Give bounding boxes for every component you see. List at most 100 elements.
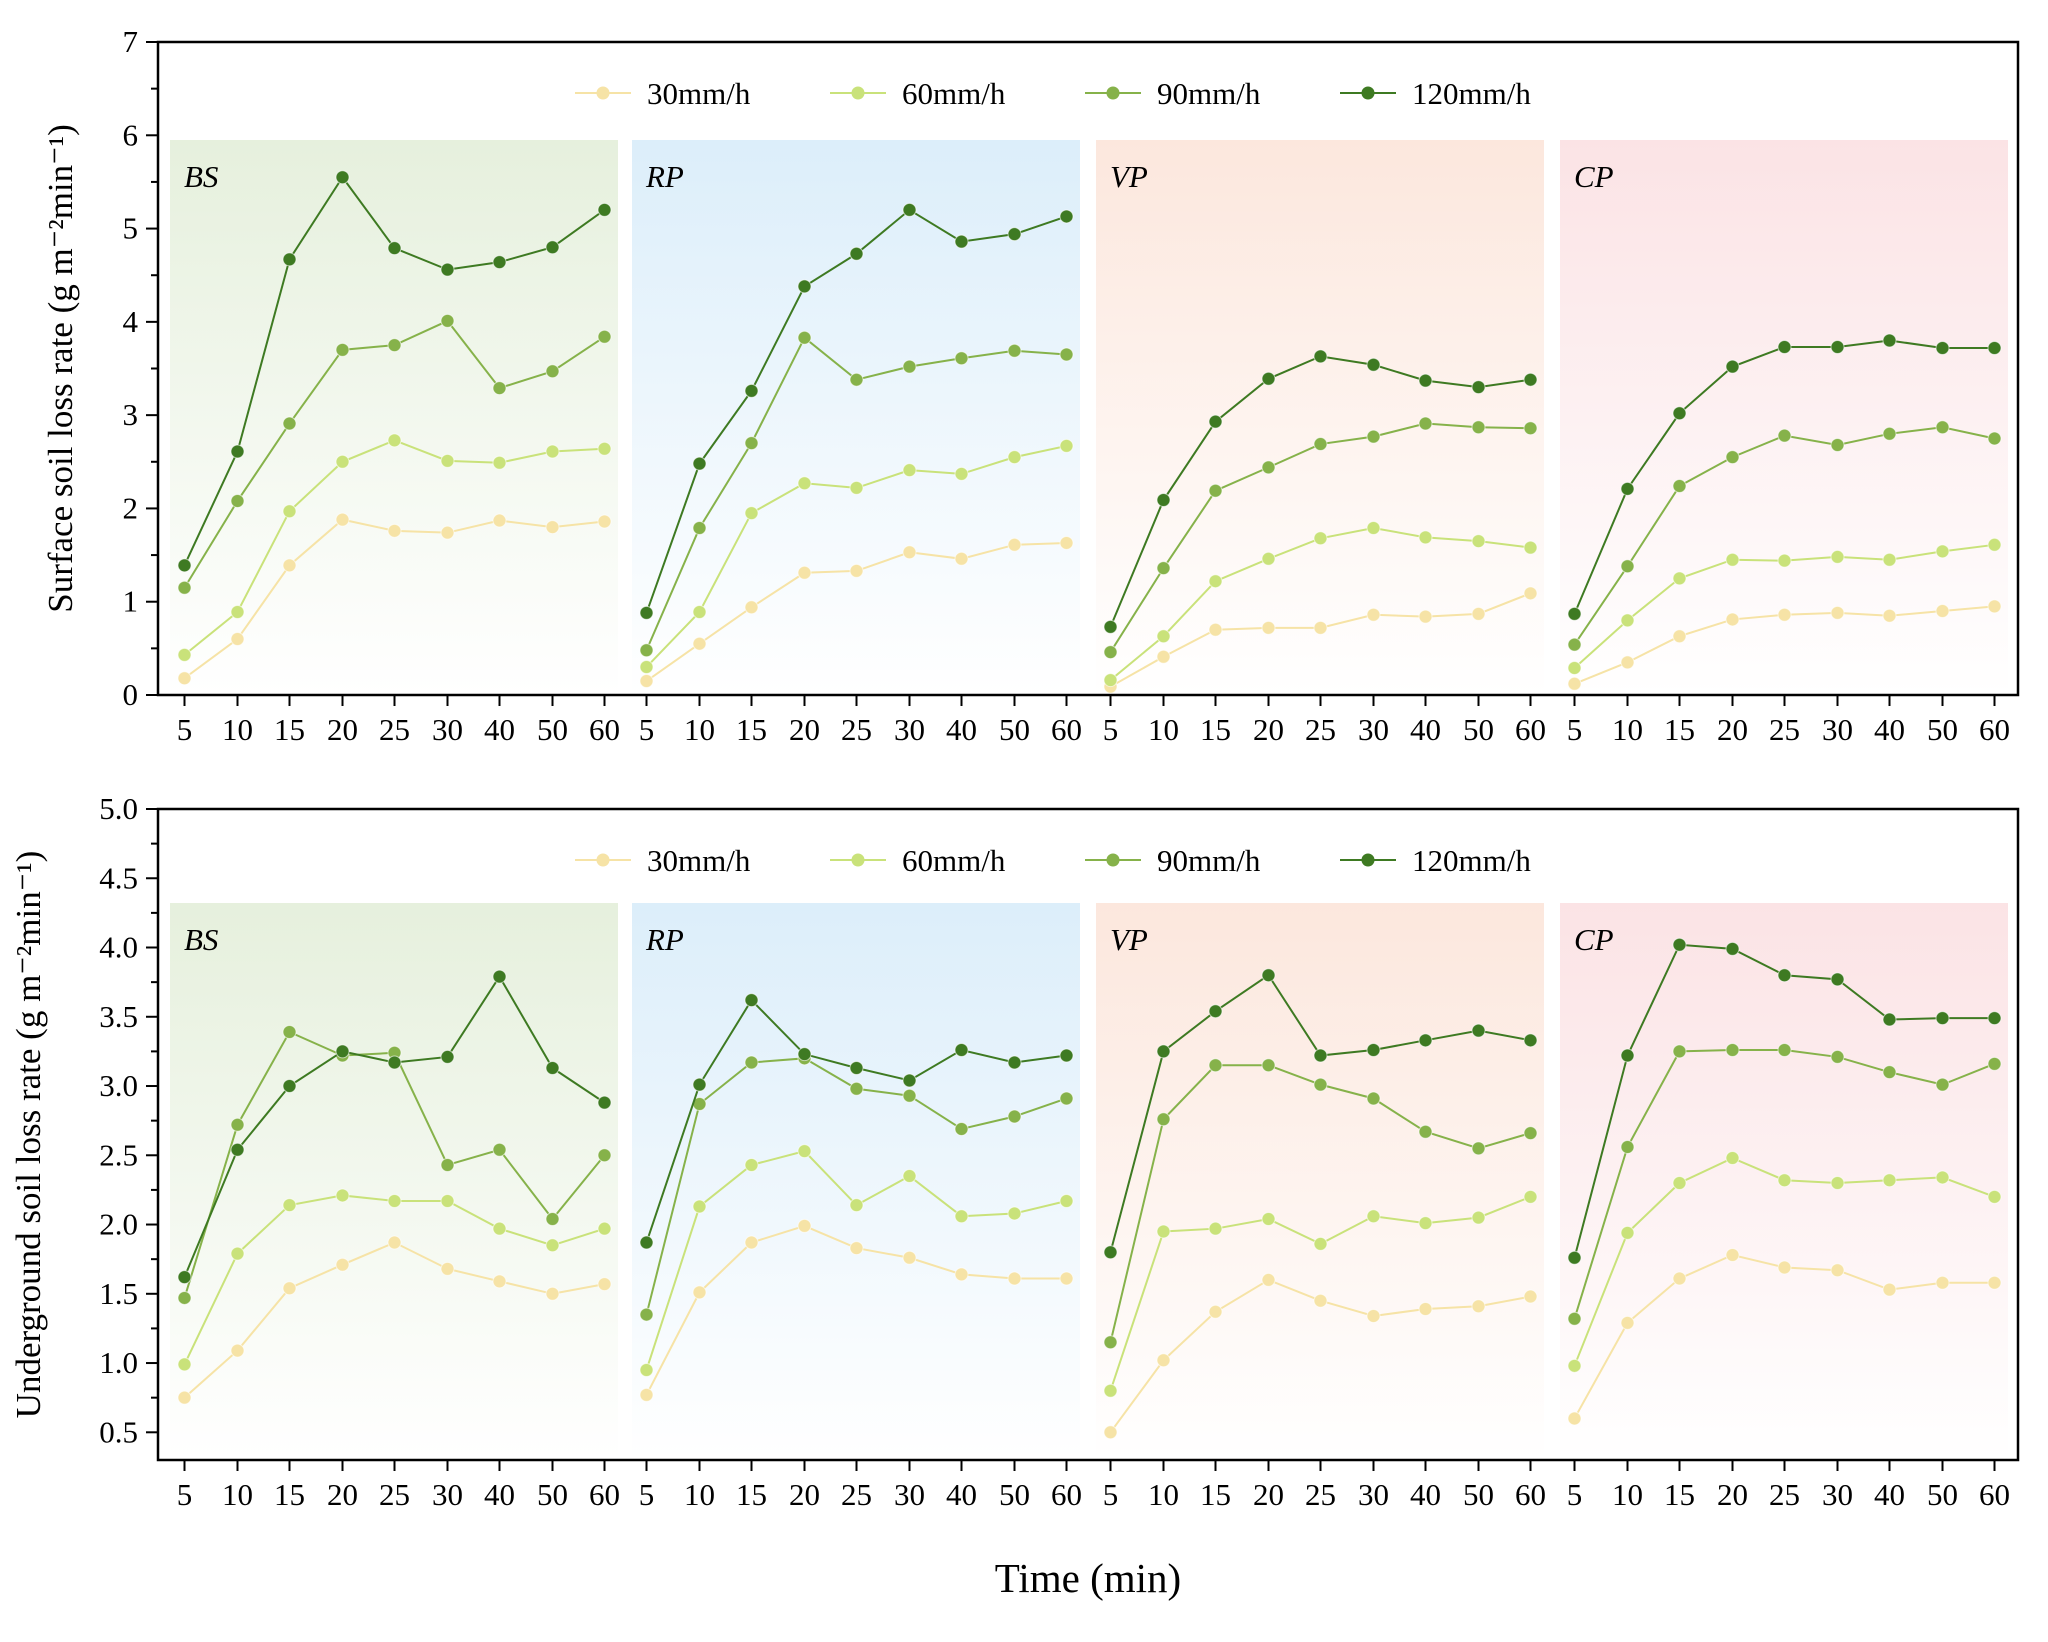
x-tick-label: 30 [1822,1477,1853,1512]
data-point [440,1157,455,1172]
data-point [1882,333,1897,348]
data-point [797,565,812,580]
panel-background-rp [632,903,1080,1460]
data-point [1313,1293,1328,1308]
data-point [335,1188,350,1203]
data-point [744,436,759,451]
x-tick-label: 10 [222,712,253,747]
data-point [1620,1048,1635,1063]
x-tick-label: 25 [379,712,410,747]
panel-background-rp [632,140,1080,695]
data-point [492,513,507,528]
data-point [177,558,192,573]
x-tick-label: 60 [1515,712,1546,747]
data-point [1830,437,1845,452]
data-point [1007,537,1022,552]
data-point [282,1079,297,1094]
data-point [1059,1091,1074,1106]
data-point [1620,1315,1635,1330]
data-point [440,525,455,540]
data-point [1830,1263,1845,1278]
data-point [1471,420,1486,435]
data-point [1777,428,1792,443]
data-point [545,240,560,255]
data-point [1261,1272,1276,1287]
x-tick-label: 25 [1769,1477,1800,1512]
data-point [387,1055,402,1070]
data-point [1156,1353,1171,1368]
data-point [1471,606,1486,621]
data-point [1523,372,1538,387]
x-tick-label: 30 [894,712,925,747]
data-point [1672,1044,1687,1059]
data-point [335,454,350,469]
y-tick-label: 4 [123,304,139,339]
data-point [1523,1126,1538,1141]
data-point [797,279,812,294]
data-point [1007,450,1022,465]
data-point [902,202,917,217]
legend-swatch-marker [851,86,865,100]
x-tick-label: 15 [1664,712,1695,747]
data-point [1471,1299,1486,1314]
data-point [744,1235,759,1250]
y-tick-label: 3.5 [99,999,138,1034]
data-point [1156,1112,1171,1127]
data-point [902,545,917,560]
panel-label-cp: CP [1574,922,1614,957]
data-point [1987,340,2002,355]
data-point [1882,1173,1897,1188]
legend: 30mm/h 60mm/h 90mm/h 120mm/h [575,843,1531,878]
data-point [1620,481,1635,496]
data-point [177,1357,192,1372]
x-tick-label: 10 [222,1477,253,1512]
data-point [1471,1141,1486,1156]
data-point [387,1235,402,1250]
data-point [335,342,350,357]
data-point [1103,1383,1118,1398]
data-point [1366,1209,1381,1224]
data-point [639,1387,654,1402]
data-point [1935,544,1950,559]
data-point [902,1088,917,1103]
data-point [1830,1049,1845,1064]
data-point [1672,629,1687,644]
data-point [1523,586,1538,601]
data-point [335,1044,350,1059]
y-tick-label: 1.5 [99,1276,138,1311]
legend-swatch-marker [596,853,610,867]
data-point [1987,431,2002,446]
data-point [1261,460,1276,475]
x-tick-label: 40 [946,712,977,747]
data-point [1672,406,1687,421]
x-tick-label: 50 [1927,1477,1958,1512]
x-tick-label: 25 [379,1477,410,1512]
data-point [1987,537,2002,552]
x-tick-label: 5 [1103,712,1119,747]
data-point [797,1047,812,1062]
data-point [545,1211,560,1226]
data-point [1523,1289,1538,1304]
legend-label: 30mm/h [647,76,751,111]
x-tick-label: 60 [1051,712,1082,747]
x-tick-label: 20 [327,1477,358,1512]
data-point [1261,968,1276,983]
y-tick-label: 1.0 [99,1345,138,1380]
data-point [492,255,507,270]
x-tick-label: 15 [736,712,767,747]
data-point [1156,1224,1171,1239]
y-tick-label: 1 [123,584,139,619]
data-point [230,444,245,459]
x-tick-label: 40 [1874,712,1905,747]
data-point [1366,1308,1381,1323]
x-tick-label: 5 [1103,1477,1119,1512]
data-point [692,456,707,471]
data-point [797,476,812,491]
data-point [849,563,864,578]
x-tick-label: 15 [1200,712,1231,747]
x-tick-label: 60 [589,1477,620,1512]
y-tick-label: 4.0 [99,930,138,965]
data-point [492,1142,507,1157]
data-point [1313,1048,1328,1063]
data-point [1830,549,1845,564]
